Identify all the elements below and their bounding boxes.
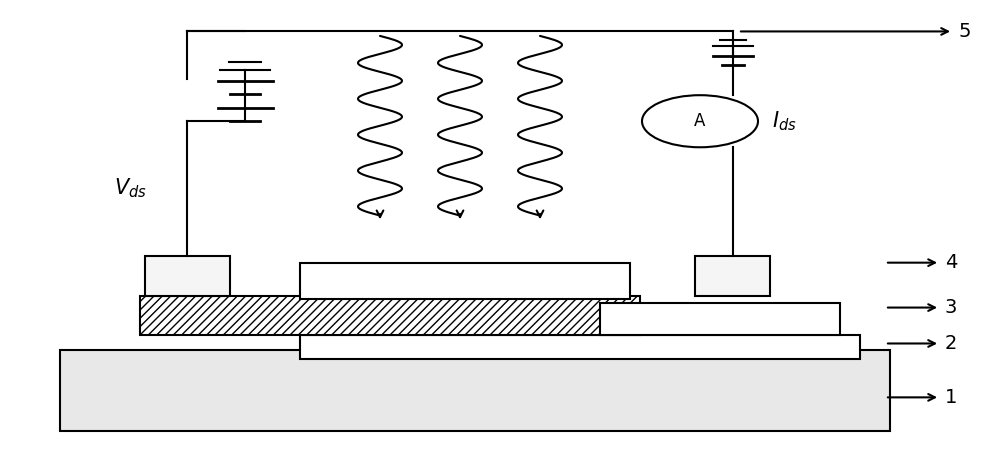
- Text: 2: 2: [945, 334, 957, 353]
- Text: 1: 1: [945, 388, 957, 407]
- Text: 4: 4: [945, 253, 957, 272]
- Text: $V_{ds}$: $V_{ds}$: [114, 177, 146, 200]
- Text: 5: 5: [958, 22, 970, 41]
- Text: 3: 3: [945, 298, 957, 317]
- Circle shape: [642, 95, 758, 147]
- Bar: [600, 303, 840, 335]
- Bar: [300, 335, 860, 359]
- Bar: [140, 296, 640, 335]
- Bar: [145, 256, 230, 296]
- Bar: [300, 263, 630, 299]
- Text: A: A: [694, 112, 706, 130]
- Bar: [60, 350, 890, 431]
- Text: $I_{ds}$: $I_{ds}$: [772, 110, 797, 133]
- Bar: [695, 256, 770, 296]
